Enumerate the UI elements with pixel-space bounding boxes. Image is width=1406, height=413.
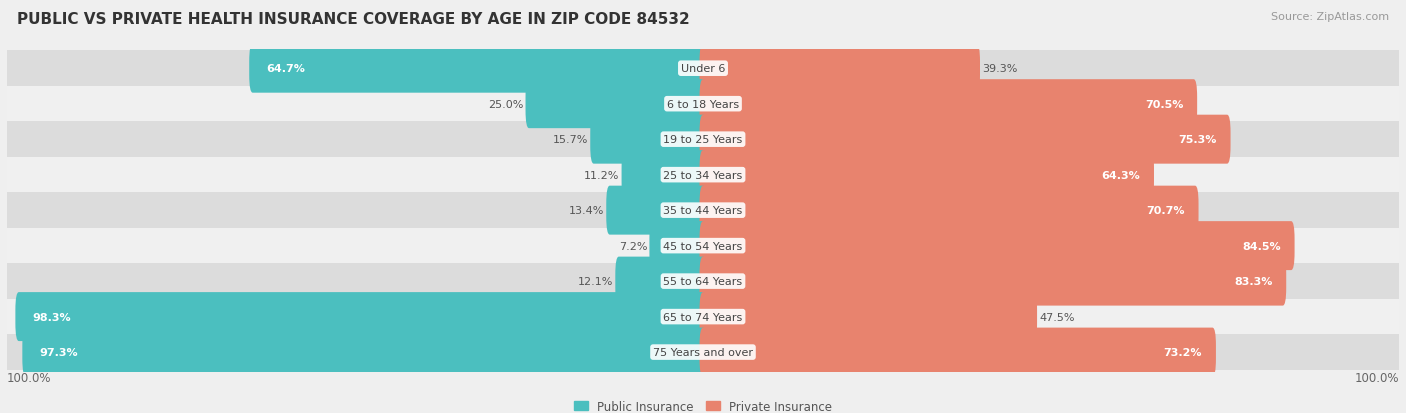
Text: 25 to 34 Years: 25 to 34 Years bbox=[664, 170, 742, 180]
Text: 75.3%: 75.3% bbox=[1178, 135, 1216, 145]
Text: 35 to 44 Years: 35 to 44 Years bbox=[664, 206, 742, 216]
FancyBboxPatch shape bbox=[616, 257, 706, 306]
FancyBboxPatch shape bbox=[7, 335, 1399, 370]
Text: 55 to 64 Years: 55 to 64 Years bbox=[664, 276, 742, 287]
Text: 70.7%: 70.7% bbox=[1146, 206, 1185, 216]
FancyBboxPatch shape bbox=[700, 45, 980, 93]
FancyBboxPatch shape bbox=[15, 292, 706, 341]
Text: 19 to 25 Years: 19 to 25 Years bbox=[664, 135, 742, 145]
Text: 65 to 74 Years: 65 to 74 Years bbox=[664, 312, 742, 322]
Text: 73.2%: 73.2% bbox=[1164, 347, 1202, 357]
Text: 12.1%: 12.1% bbox=[578, 276, 613, 287]
Text: 98.3%: 98.3% bbox=[32, 312, 72, 322]
FancyBboxPatch shape bbox=[7, 157, 1399, 193]
Text: 100.0%: 100.0% bbox=[1354, 371, 1399, 385]
Text: 25.0%: 25.0% bbox=[488, 100, 523, 109]
Text: 11.2%: 11.2% bbox=[583, 170, 620, 180]
Legend: Public Insurance, Private Insurance: Public Insurance, Private Insurance bbox=[569, 395, 837, 413]
FancyBboxPatch shape bbox=[591, 115, 706, 164]
Text: 83.3%: 83.3% bbox=[1234, 276, 1272, 287]
FancyBboxPatch shape bbox=[249, 45, 706, 93]
FancyBboxPatch shape bbox=[700, 80, 1197, 129]
FancyBboxPatch shape bbox=[7, 51, 1399, 87]
FancyBboxPatch shape bbox=[621, 151, 706, 199]
Text: 13.4%: 13.4% bbox=[569, 206, 605, 216]
FancyBboxPatch shape bbox=[7, 228, 1399, 264]
Text: 100.0%: 100.0% bbox=[7, 371, 52, 385]
FancyBboxPatch shape bbox=[700, 328, 1216, 377]
Text: 70.5%: 70.5% bbox=[1144, 100, 1184, 109]
FancyBboxPatch shape bbox=[700, 292, 1038, 341]
FancyBboxPatch shape bbox=[700, 186, 1198, 235]
Text: 64.3%: 64.3% bbox=[1101, 170, 1140, 180]
FancyBboxPatch shape bbox=[650, 222, 706, 271]
Text: 97.3%: 97.3% bbox=[39, 347, 79, 357]
Text: 7.2%: 7.2% bbox=[619, 241, 647, 251]
Text: 39.3%: 39.3% bbox=[981, 64, 1018, 74]
FancyBboxPatch shape bbox=[7, 87, 1399, 122]
FancyBboxPatch shape bbox=[7, 122, 1399, 157]
Text: 6 to 18 Years: 6 to 18 Years bbox=[666, 100, 740, 109]
Text: 75 Years and over: 75 Years and over bbox=[652, 347, 754, 357]
FancyBboxPatch shape bbox=[700, 257, 1286, 306]
FancyBboxPatch shape bbox=[700, 222, 1295, 271]
Text: 84.5%: 84.5% bbox=[1241, 241, 1281, 251]
FancyBboxPatch shape bbox=[7, 193, 1399, 228]
Text: 47.5%: 47.5% bbox=[1039, 312, 1074, 322]
FancyBboxPatch shape bbox=[700, 115, 1230, 164]
Text: Source: ZipAtlas.com: Source: ZipAtlas.com bbox=[1271, 12, 1389, 22]
FancyBboxPatch shape bbox=[7, 264, 1399, 299]
Text: 64.7%: 64.7% bbox=[267, 64, 305, 74]
FancyBboxPatch shape bbox=[7, 299, 1399, 335]
Text: 15.7%: 15.7% bbox=[553, 135, 588, 145]
Text: Under 6: Under 6 bbox=[681, 64, 725, 74]
Text: 45 to 54 Years: 45 to 54 Years bbox=[664, 241, 742, 251]
Text: PUBLIC VS PRIVATE HEALTH INSURANCE COVERAGE BY AGE IN ZIP CODE 84532: PUBLIC VS PRIVATE HEALTH INSURANCE COVER… bbox=[17, 12, 689, 27]
FancyBboxPatch shape bbox=[700, 151, 1154, 199]
FancyBboxPatch shape bbox=[22, 328, 706, 377]
FancyBboxPatch shape bbox=[526, 80, 706, 129]
FancyBboxPatch shape bbox=[606, 186, 706, 235]
